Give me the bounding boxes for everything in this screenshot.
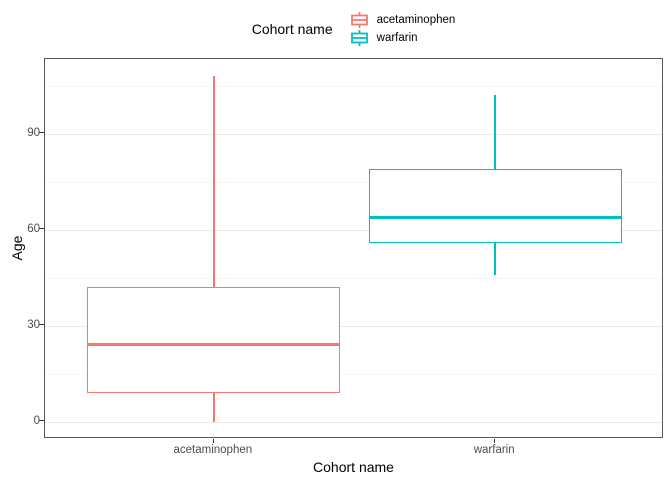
gridline-major xyxy=(45,133,662,135)
legend: Cohort name acetaminophen warfarin xyxy=(44,11,663,47)
gridline-minor xyxy=(45,373,662,375)
legend-item-warfarin: warfarin xyxy=(349,29,456,47)
gridline-major xyxy=(45,421,662,423)
y-axis-tick-label: 0 xyxy=(33,414,40,427)
x-axis-tick xyxy=(212,439,214,443)
gridline-major xyxy=(45,229,662,231)
plot-panel xyxy=(44,58,663,438)
y-axis-tick-label: 30 xyxy=(27,318,40,331)
x-axis-tick-label: acetaminophen xyxy=(173,444,253,456)
legend-item-acetaminophen: acetaminophen xyxy=(349,11,456,29)
boxplot-median-acetaminophen xyxy=(87,343,341,347)
legend-title: Cohort name xyxy=(251,21,333,37)
legend-label: warfarin xyxy=(376,32,418,44)
gridline-major xyxy=(45,325,662,327)
gridline-minor xyxy=(45,85,662,87)
x-axis-tick xyxy=(494,439,496,443)
gridline-minor xyxy=(45,277,662,279)
boxplot-whisker-acetaminophen xyxy=(212,76,215,422)
boxplot-box-warfarin xyxy=(368,169,622,243)
gridline-minor xyxy=(45,181,662,183)
boxplot-box-acetaminophen xyxy=(87,287,341,393)
y-axis-tick-label: 90 xyxy=(27,126,40,139)
x-axis-tick-label: warfarin xyxy=(473,444,515,456)
y-axis-tick-label: 60 xyxy=(27,222,40,235)
legend-items: acetaminophen warfarin xyxy=(343,11,456,47)
boxplot-key-icon xyxy=(350,12,368,28)
legend-label: acetaminophen xyxy=(376,14,456,26)
boxplot-key-icon xyxy=(350,30,368,46)
y-axis-title: Age xyxy=(9,235,25,261)
x-axis-title: Cohort name xyxy=(313,459,394,475)
boxplot-median-warfarin xyxy=(368,215,622,219)
